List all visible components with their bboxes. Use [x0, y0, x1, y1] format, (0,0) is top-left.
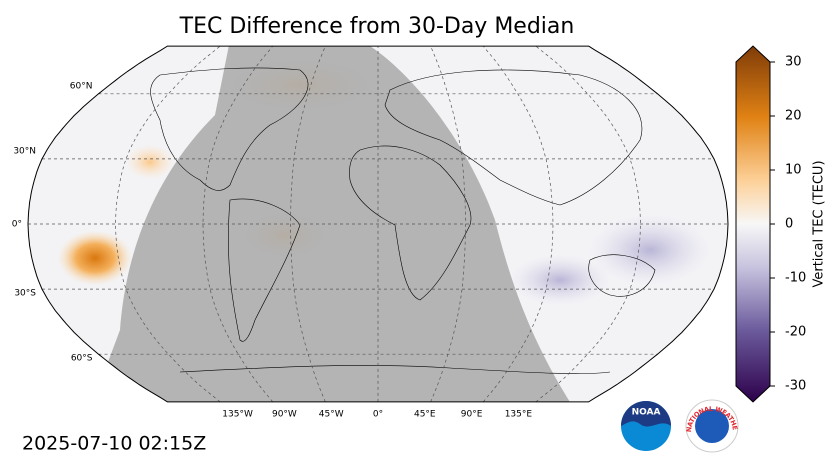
meridian — [290, 45, 326, 403]
meridian — [202, 45, 273, 403]
colorbar-tick-label: -10 — [785, 271, 806, 286]
logo-text: NOAA — [632, 408, 661, 418]
lon-label: 45°W — [319, 410, 344, 420]
meridian — [430, 45, 466, 403]
colorbar-tick-label: -30 — [785, 379, 806, 394]
map: 60°N 30°N 0° 30°S 60°S 135°W 90°W 45°W 0° 45°E 90°… — [12, 45, 729, 420]
map-content — [57, 46, 710, 402]
meridian — [115, 45, 221, 403]
lon-label: 90°W — [272, 410, 297, 420]
map-border — [27, 45, 729, 403]
lon-label: 135°W — [222, 410, 253, 420]
lon-label: 45°E — [414, 410, 436, 420]
timestamp: 2025-07-10 02:15Z — [22, 433, 206, 455]
anomaly — [125, 144, 175, 180]
colorbar-ticks: -30 -20 -10 0 10 20 30 — [770, 55, 806, 394]
title: TEC Difference from 30-Day Median — [179, 14, 575, 39]
colorbar-fill — [735, 45, 771, 403]
colorbar-label: Vertical TEC (TECU) — [812, 160, 827, 287]
colorbar-tick-label: 30 — [785, 55, 802, 70]
lat-label: 60°S — [71, 354, 93, 364]
colorbar-tick-label: 0 — [785, 217, 793, 232]
logo-inner — [695, 409, 729, 443]
lon-label: 135°E — [505, 410, 533, 420]
lon-label: 0° — [373, 410, 383, 420]
colorbar-tick-label: 10 — [785, 163, 802, 178]
lat-label: 0° — [12, 220, 22, 230]
colorbar-tick-label: 20 — [785, 109, 802, 124]
lon-label: 90°E — [461, 410, 483, 420]
logo-shape — [621, 401, 671, 427]
meridian — [483, 45, 554, 403]
night-shading — [90, 46, 575, 402]
colorbar: -30 -20 -10 0 10 20 30 Vertical TEC (TECU) — [735, 45, 827, 403]
anomaly — [57, 230, 133, 286]
anomaly — [510, 255, 610, 305]
graticule: 60°N 30°N 0° 30°S 60°S 135°W 90°W 45°W 0° 45°E 90°… — [12, 45, 728, 420]
meridian — [535, 45, 641, 403]
colorbar-tick-label: -20 — [785, 325, 806, 340]
lat-label: 30°S — [14, 289, 36, 299]
coastlines — [150, 67, 656, 374]
lat-label: 30°N — [13, 146, 36, 156]
lat-label: 60°N — [70, 81, 93, 91]
anomaly — [590, 215, 710, 285]
noaa-logo: NOAA — [621, 401, 671, 451]
